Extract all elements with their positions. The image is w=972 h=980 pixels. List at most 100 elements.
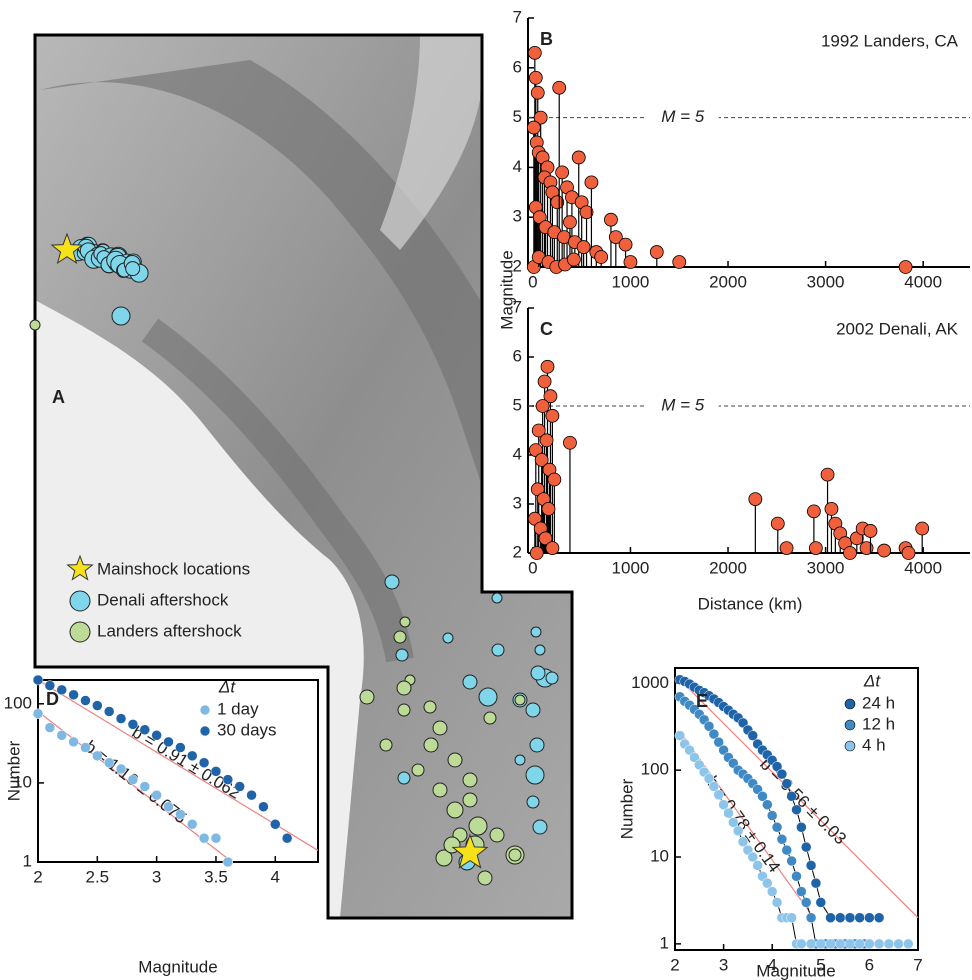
stem-head (916, 522, 929, 535)
stem-head (899, 261, 912, 274)
point (128, 719, 138, 729)
x-tick-label: 2 (33, 867, 42, 886)
point (223, 857, 233, 867)
point (69, 737, 79, 747)
point (187, 751, 197, 761)
denali-aftershock (526, 766, 544, 784)
legend-dot (845, 699, 855, 709)
stem-head (650, 246, 663, 259)
legend-label: 12 h (862, 714, 895, 733)
landers-aftershock (490, 828, 504, 842)
stem-head (546, 542, 559, 555)
stem-head (538, 375, 551, 388)
point (175, 809, 185, 819)
point (845, 939, 855, 949)
point (787, 913, 797, 923)
y-tick-label: 100 (4, 693, 32, 712)
legend-title: Δt (218, 677, 236, 696)
landers-aftershock (380, 739, 392, 751)
stem-head (536, 400, 549, 413)
stem-head (585, 176, 598, 189)
point (723, 808, 733, 818)
point (152, 730, 162, 740)
stem-head (619, 238, 632, 251)
landers-aftershock (394, 631, 406, 643)
point (152, 790, 162, 800)
point (57, 730, 67, 740)
legend-label: 24 h (862, 693, 895, 712)
x-axis-label: Magnitude (138, 957, 217, 976)
x-tick-label: 1000 (612, 558, 650, 577)
point (80, 696, 90, 706)
point (806, 913, 816, 923)
legend-label: 4 h (862, 735, 886, 754)
point (874, 913, 884, 923)
legend-label: Landers aftershock (97, 621, 242, 640)
stem-head (556, 166, 569, 179)
y-tick-label: 3 (513, 207, 522, 226)
point (282, 833, 292, 843)
denali-aftershock (533, 820, 547, 834)
point (92, 751, 102, 761)
point (128, 775, 138, 785)
figure: A Mainshock locationsDenali aftershockLa… (0, 0, 972, 980)
point (270, 819, 280, 829)
stem-head (825, 502, 838, 515)
stem-head (860, 542, 873, 555)
x-tick-label: 2000 (709, 272, 747, 291)
point (792, 871, 802, 881)
landers-aftershock (469, 817, 487, 835)
point (116, 764, 126, 774)
x-tick-label: 4 (271, 867, 280, 886)
point (777, 769, 787, 779)
x-tick-label: 7 (913, 955, 922, 974)
x-tick-label: 0 (528, 558, 537, 577)
landers-aftershock (400, 617, 410, 627)
panel: 01000200030004000234567M = 5C2002 Denali… (513, 297, 970, 613)
stem-head (902, 547, 915, 560)
point (894, 939, 904, 949)
x-tick-label: 3000 (807, 558, 845, 577)
legend-label: 30 days (217, 720, 277, 739)
denali-aftershock (527, 796, 539, 808)
legend-dot (200, 726, 210, 736)
y-tick-label: 100 (641, 760, 669, 779)
landers-aftershock (412, 764, 424, 776)
stem-head (563, 216, 576, 229)
point (864, 939, 874, 949)
point (806, 939, 816, 949)
x-tick-label: 6 (865, 955, 874, 974)
point (767, 811, 777, 821)
stem-head (595, 251, 608, 264)
landers-aftershock (515, 695, 525, 705)
point (211, 833, 221, 843)
y-tick-label: 5 (513, 395, 522, 414)
stem-head (542, 502, 555, 515)
landers-aftershock (447, 802, 463, 818)
y-axis-label: Number (617, 778, 636, 839)
point (796, 822, 806, 832)
landers-aftershock (424, 701, 436, 713)
landers-aftershock (463, 793, 477, 807)
stem-head (527, 121, 540, 134)
point (258, 802, 268, 812)
landers-aftershock (398, 704, 410, 716)
point (140, 725, 150, 735)
denali-aftershock (126, 262, 140, 276)
point (845, 913, 855, 923)
stem-head (553, 81, 566, 94)
point (782, 845, 792, 855)
point (211, 766, 221, 776)
stem-head (531, 86, 544, 99)
point (714, 790, 724, 800)
stem-head (749, 493, 762, 506)
point (92, 701, 102, 711)
point (884, 939, 894, 949)
y-tick-label: 6 (513, 57, 522, 76)
point (855, 939, 865, 949)
stem-head (577, 241, 590, 254)
point (772, 822, 782, 832)
point (903, 939, 913, 949)
point (855, 913, 865, 923)
